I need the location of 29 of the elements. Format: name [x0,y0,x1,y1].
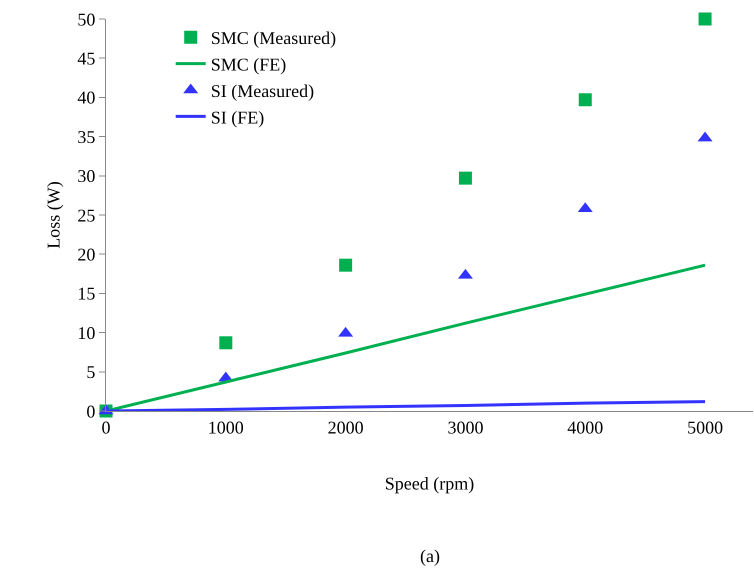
x-tick-label: 5000 [687,418,724,438]
y-tick-label: 25 [77,205,96,226]
point [219,336,232,350]
y-tick-label: 5 [86,362,96,382]
x-tick-label: 0 [102,418,110,438]
text: (a) [420,546,440,566]
y-tick-label: 15 [77,284,96,304]
point [578,93,592,106]
y-tick-label: 10 [77,322,96,343]
y-axis-title: Loss (W) [44,181,64,249]
y-tick-label: 35 [77,126,96,147]
legend-label: SI (Measured) [210,81,314,102]
legend-label: SMC (FE) [210,54,286,75]
point [339,258,352,272]
y-tick-label: 20 [77,244,96,264]
point [458,172,472,185]
y-tick-label: 45 [77,48,96,68]
x-tick-label: 1000 [208,418,244,438]
legend-label: SMC (Measured) [210,28,336,48]
x-tick-label: 3000 [447,418,484,438]
y-tick-label: 40 [77,88,96,108]
x-tick-label: 4000 [567,418,604,438]
x-tick-label: 2000 [328,418,364,438]
point [698,12,712,26]
y-tick-label: 30 [77,166,96,186]
y-tick-label: 0 [86,401,96,422]
y-tick-label: 50 [77,9,96,30]
x-axis-title: Speed (rpm) [384,474,474,494]
legend-label: SI (FE) [210,107,264,128]
